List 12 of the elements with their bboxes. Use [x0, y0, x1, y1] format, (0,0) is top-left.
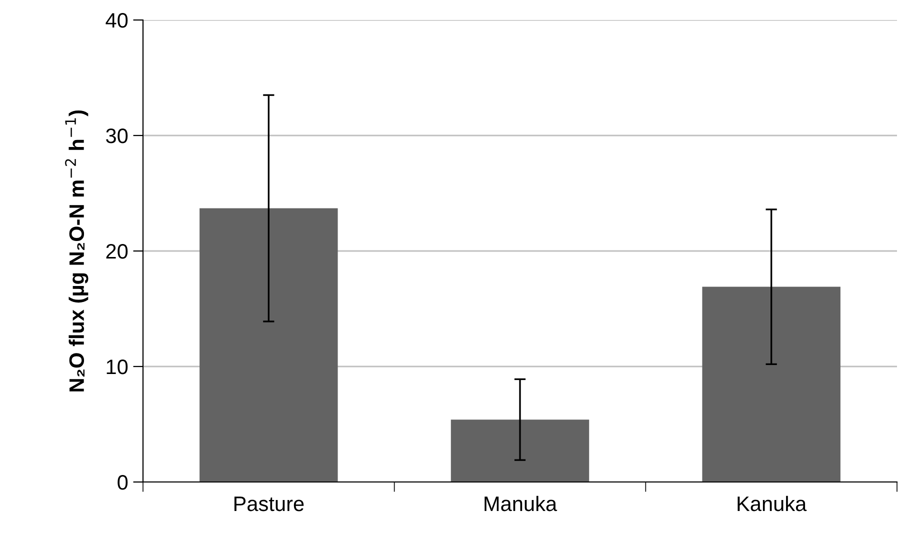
x-tick-label: Kanuka [738, 496, 807, 512]
y-tick-label: 30 [106, 128, 128, 144]
bar [702, 286, 840, 482]
y-tick-label: 20 [106, 244, 128, 259]
y-tick-label: 10 [106, 360, 128, 374]
bar [200, 208, 338, 482]
y-tick-label: 0 [118, 475, 128, 490]
y-axis-title: N₂O flux (µg N₂O-N m$^{−2}$ h$^{−1}$) [65, 110, 88, 392]
x-tick-label: Pasture [234, 496, 304, 512]
y-tick-label: 40 [106, 13, 128, 28]
bar [450, 420, 590, 482]
x-tick-label: Manuka [484, 496, 558, 512]
